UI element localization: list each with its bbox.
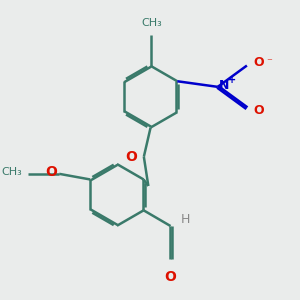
Text: H: H [181, 213, 190, 226]
Text: O: O [254, 56, 264, 69]
Text: O: O [45, 165, 57, 178]
Text: +: + [228, 75, 236, 85]
Text: O: O [126, 150, 137, 164]
Text: O: O [254, 104, 264, 117]
Text: ⁻: ⁻ [266, 58, 272, 68]
Text: CH₃: CH₃ [141, 18, 162, 28]
Text: N: N [219, 79, 229, 92]
Text: CH₃: CH₃ [1, 167, 22, 177]
Text: O: O [165, 270, 176, 284]
